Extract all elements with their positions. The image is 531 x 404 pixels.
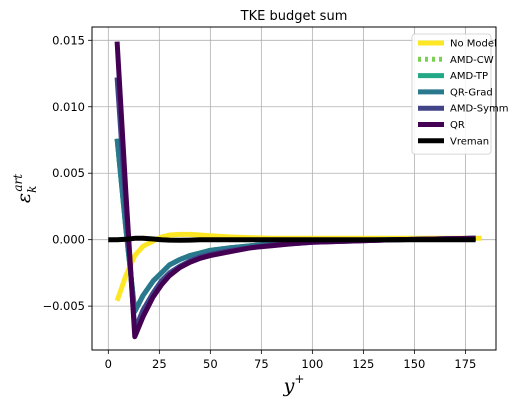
ticks: [88, 39, 466, 354]
legend-label-qr: QR: [450, 120, 465, 131]
y-tick-label: 0.010: [52, 100, 85, 114]
y-axis-label-sub: k: [25, 186, 39, 193]
y-axis-label-main: ε: [13, 193, 35, 203]
plot-frame: [91, 26, 497, 351]
series-line-vreman: [108, 235, 476, 243]
legend-label-vreman: Vreman: [450, 136, 489, 147]
y-tick-label: 0.015: [52, 33, 85, 47]
x-axis-label-sup: +: [294, 372, 304, 386]
y-axis-label-sup: art: [11, 174, 25, 192]
x-tick-label: 150: [403, 357, 425, 371]
legend: No Model AMD-CW AMD-TP QR-Grad AMD-Symm QR Vre…: [411, 33, 509, 155]
x-tick-label: 100: [301, 357, 323, 371]
x-tick-label: 25: [152, 357, 167, 371]
x-tick-label: 50: [203, 357, 218, 371]
legend-label-amd-symm: AMD-Symm: [450, 104, 509, 115]
legend-label-no-model: No Model: [450, 39, 497, 50]
x-axis-label: y+: [283, 372, 305, 397]
y-tick-label: 0.000: [52, 233, 85, 247]
tick-labels: 0 25 50 75 100 125 150 175 −0.005 0.000 0.005 0.010…: [42, 33, 476, 371]
x-tick-label: 75: [254, 357, 269, 371]
y-axis-label-text: εkart: [11, 174, 39, 203]
y-tick-label: −0.005: [42, 299, 85, 313]
x-tick-label: 0: [105, 357, 112, 371]
legend-label-amd-tp: AMD-TP: [450, 71, 488, 82]
y-tick-label: 0.005: [52, 166, 85, 180]
legend-label-amd-cw: AMD-CW: [450, 55, 494, 66]
chart-title: TKE budget sum: [240, 9, 348, 24]
legend-label-qr-grad: QR-Grad: [450, 87, 493, 98]
x-axis-label-main: y: [283, 375, 295, 397]
y-axis-label: εkart: [11, 174, 39, 203]
x-tick-label: 125: [352, 357, 374, 371]
x-tick-label: 175: [454, 357, 476, 371]
series-layer: [108, 41, 482, 340]
